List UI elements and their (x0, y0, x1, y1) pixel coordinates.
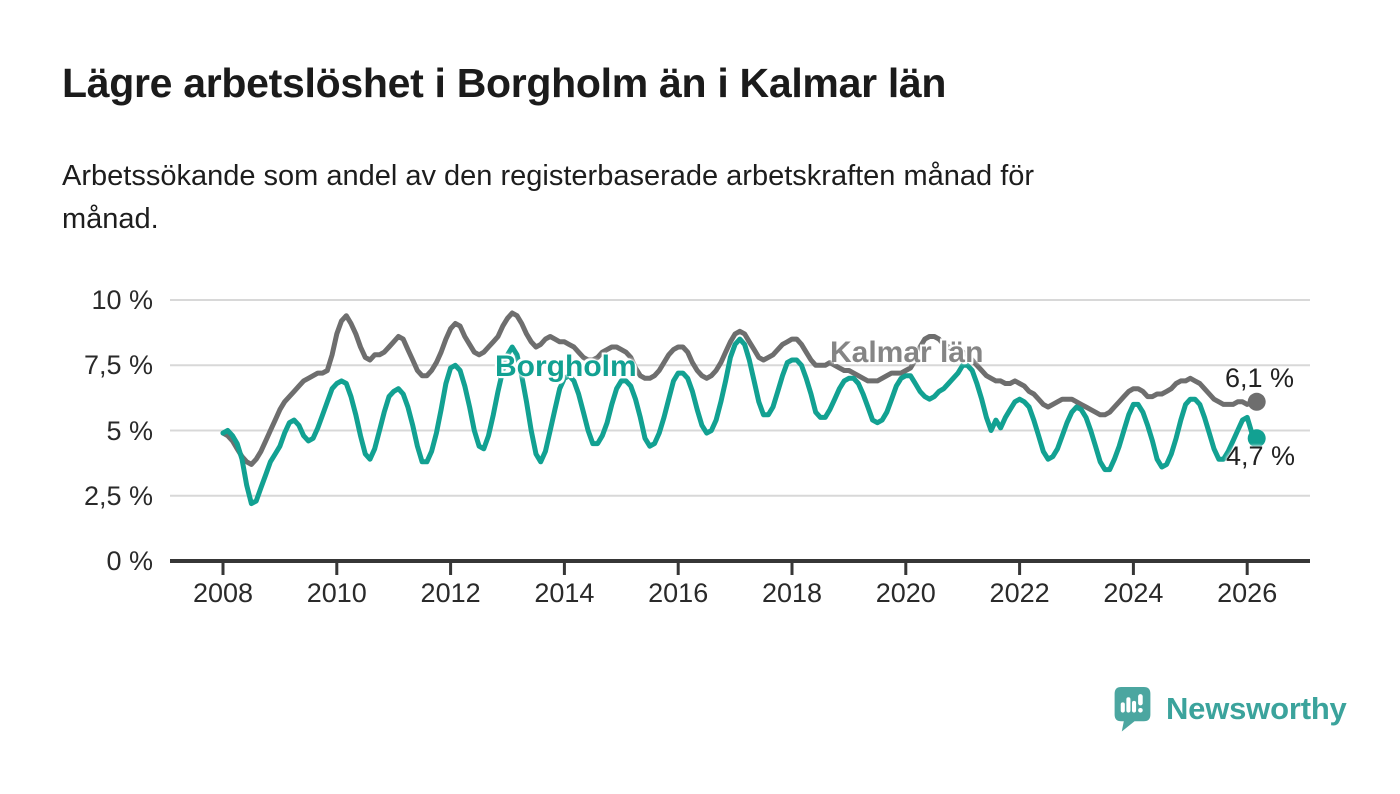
x-tick-label-2024: 2024 (1103, 578, 1164, 608)
newsworthy-logo: Newsworthy (1114, 685, 1347, 732)
x-tick-label-2018: 2018 (761, 578, 823, 608)
series-line-borgholm (220, 336, 1260, 507)
newsworthy-wordmark: Newsworthy (1166, 690, 1347, 726)
x-tick-label-2026: 2026 (1217, 578, 1278, 608)
end-value-label-borgholm: 4,7 % (1226, 441, 1296, 471)
end-value-label-kalmar: 6,1 % (1225, 363, 1295, 393)
x-tick-label-2016: 2016 (648, 578, 709, 608)
chart-subtitle: Arbetssökande som andel av den registerb… (62, 155, 1034, 241)
chart-title: Lägre arbetslöshet i Borgholm än i Kalma… (62, 60, 947, 106)
x-tick-label-2022: 2022 (989, 578, 1050, 608)
series-label-kalmar: Kalmar län (830, 336, 984, 369)
y-tick-label-0: 0 % (106, 546, 153, 576)
end-dot-kalmar (1247, 392, 1266, 411)
y-tick-label-2.5: 2,5 % (83, 480, 153, 511)
series-label-borgholm: Borgholm (495, 350, 637, 383)
x-tick-label-2008: 2008 (192, 578, 254, 608)
y-tick-label-7.5: 7,5 % (83, 350, 153, 381)
series-line-kalmar (220, 310, 1260, 467)
newsworthy-logo-icon (1114, 686, 1151, 731)
y-tick-label-10: 10 % (91, 285, 153, 315)
logo-bars-and-exclamation (1120, 693, 1143, 713)
end-dot-borgholm (1247, 429, 1266, 448)
x-tick-label-2020: 2020 (875, 578, 936, 608)
subtitle-line-2: månad. (62, 203, 159, 235)
x-tick-label-2014: 2014 (534, 578, 595, 608)
subtitle-line-1: Arbetssökande som andel av den registerb… (62, 160, 1035, 192)
x-tick-label-2012: 2012 (420, 578, 481, 608)
y-tick-label-5: 5 % (106, 415, 153, 446)
x-tick-label-2010: 2010 (306, 578, 367, 608)
